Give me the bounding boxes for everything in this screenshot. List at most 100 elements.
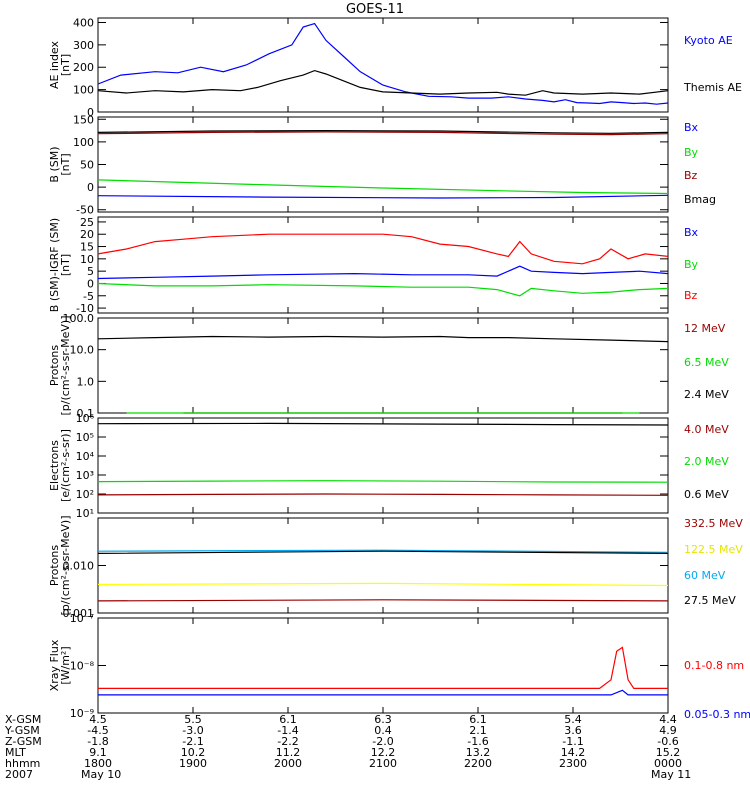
- y-tick-label: 0: [87, 106, 94, 119]
- ephemeris-value: -4.5: [87, 724, 108, 737]
- ephemeris-row-label: Z-GSM: [5, 735, 42, 748]
- legend-entry: Bmag: [684, 193, 716, 206]
- y-axis-label: [e/(cm²-s-sr)]: [59, 429, 72, 502]
- ephemeris-value: 4.9: [659, 724, 677, 737]
- y-tick-label: 10⁻⁹: [70, 707, 94, 720]
- panel-b_sm: 150 100 50 0 -50 B (SM)[nT] Bx By Bz Bmag: [48, 113, 716, 216]
- ephemeris-value: -1.6: [467, 735, 488, 748]
- legend-entry: 4.0 MeV: [684, 423, 729, 436]
- panel-frame: [97, 17, 669, 113]
- legend-entry: 6.5 MeV: [684, 356, 729, 369]
- y-axis-label: AE index: [48, 40, 61, 89]
- ephemeris-value: -1.8: [87, 735, 108, 748]
- ephemeris-value: 2200: [464, 757, 492, 770]
- date-label: May 10: [81, 768, 121, 781]
- y-tick-label: 50: [80, 159, 94, 172]
- ephemeris-value: 15.2: [656, 746, 681, 759]
- ephemeris-row-label: hhmm: [5, 757, 40, 770]
- y-tick-label: 10: [80, 253, 94, 266]
- y-axis-label: Xray Flux: [48, 639, 61, 691]
- series-line-protons_lo-3: [97, 550, 669, 555]
- y-tick-label: 0: [87, 277, 94, 290]
- series-line-ae-1: [97, 69, 669, 96]
- series-line-protons_lo-1: [97, 582, 669, 587]
- ephemeris-value: 1900: [179, 757, 207, 770]
- y-tick-label: 300: [73, 39, 94, 52]
- chart-title: GOES-11: [346, 2, 404, 17]
- y-axis-label: Electrons: [48, 440, 61, 491]
- y-tick-label: 0: [87, 181, 94, 194]
- panel-ae: 0 100 200 300 400 AE index[nT] Kyoto AE Themis …: [48, 16, 742, 119]
- y-tick-label: 10⁵: [76, 431, 94, 444]
- y-axis-label: [p/(cm²-s-sr-MeV)]: [59, 316, 72, 416]
- y-axis-label: [p/(cm²-s-sr-MeV)]: [59, 516, 72, 616]
- ephemeris-value: 6.3: [374, 713, 392, 726]
- y-axis-label: B (SM)-IGRF (SM): [48, 218, 61, 312]
- series-line-b_grf-1: [97, 282, 669, 297]
- y-tick-label: 10.0: [70, 344, 95, 357]
- ephemeris-value: -2.0: [372, 735, 393, 748]
- ephemeris-table: X-GSM 4.5 5.5 6.1 6.3 6.1 5.4 4.4Y-GSM -4.5 -3.0-…: [4, 713, 691, 781]
- legend-entry: 122.5 MeV: [684, 543, 743, 556]
- y-axis-label: [nT]: [59, 254, 72, 276]
- ephemeris-value: 5.5: [184, 713, 202, 726]
- ephemeris-value: 4.5: [89, 713, 107, 726]
- y-tick-label: 15: [80, 241, 94, 254]
- series-line-electrons-0: [97, 493, 669, 496]
- y-tick-label: 100: [73, 84, 94, 97]
- year-label: 2007: [5, 768, 33, 781]
- y-tick-label: 20: [80, 228, 94, 241]
- series-line-protons_hi-2: [97, 335, 669, 343]
- ephemeris-value: -2.2: [277, 735, 298, 748]
- y-tick-label: 0.001: [63, 607, 95, 620]
- ephemeris-value: 14.2: [561, 746, 586, 759]
- ephemeris-value: 2300: [559, 757, 587, 770]
- y-axis-label: B (SM): [48, 146, 61, 182]
- ephemeris-value: -2.1: [182, 735, 203, 748]
- ephemeris-value: 6.1: [469, 713, 487, 726]
- ephemeris-value: -1.4: [277, 724, 298, 737]
- y-tick-label: 150: [73, 113, 94, 126]
- ephemeris-row-label: X-GSM: [5, 713, 41, 726]
- legend-entry: Bz: [684, 289, 698, 302]
- series-line-xray-1: [98, 689, 668, 696]
- series-line-protons_lo-2: [97, 549, 669, 553]
- ephemeris-value: 13.2: [466, 746, 491, 759]
- legend-entry: 12 MeV: [684, 322, 726, 335]
- y-tick-label: 5: [87, 265, 94, 278]
- ephemeris-value: 0.4: [374, 724, 392, 737]
- ephemeris-value: -3.0: [182, 724, 203, 737]
- ephemeris-value: 11.2: [276, 746, 301, 759]
- ephemeris-value: 12.2: [371, 746, 396, 759]
- y-axis-label: Protons: [48, 545, 61, 586]
- ephemeris-value: 1800: [84, 757, 112, 770]
- y-tick-label: 10⁴: [76, 450, 95, 463]
- series-line-ae-0: [97, 22, 669, 105]
- ephemeris-value: 5.4: [564, 713, 582, 726]
- y-tick-label: 10⁻⁸: [70, 660, 95, 673]
- y-tick-label: 25: [80, 216, 94, 229]
- ephemeris-value: 2000: [274, 757, 302, 770]
- legend-entry: 332.5 MeV: [684, 517, 743, 530]
- series-line-protons_lo-0: [97, 599, 669, 602]
- ephemeris-value: 2100: [369, 757, 397, 770]
- legend-entry: Kyoto AE: [684, 34, 733, 47]
- ephemeris-value: -1.1: [562, 735, 583, 748]
- legend-entry: Themis AE: [683, 81, 742, 94]
- series-line-b_sm-1: [97, 179, 669, 195]
- y-tick-label: 200: [73, 61, 94, 74]
- panel-frame: [97, 216, 669, 314]
- ephemeris-value: 9.1: [89, 746, 107, 759]
- y-tick-label: -5: [83, 290, 94, 303]
- legend-entry: 27.5 MeV: [684, 594, 736, 607]
- ephemeris-row-label: Y-GSM: [4, 724, 40, 737]
- y-axis-label: Protons: [48, 345, 61, 386]
- panel-protons_hi: 100.0 10.0 1.0 0.1 Protons[p/(cm²-s-sr-MeV)]…: [48, 312, 729, 420]
- y-tick-label: 10¹: [76, 507, 94, 520]
- legend-entry: 2.0 MeV: [684, 455, 729, 468]
- date-label: May 11: [651, 768, 691, 781]
- ephemeris-row-label: MLT: [5, 746, 26, 759]
- legend-entry: Bx: [684, 121, 699, 134]
